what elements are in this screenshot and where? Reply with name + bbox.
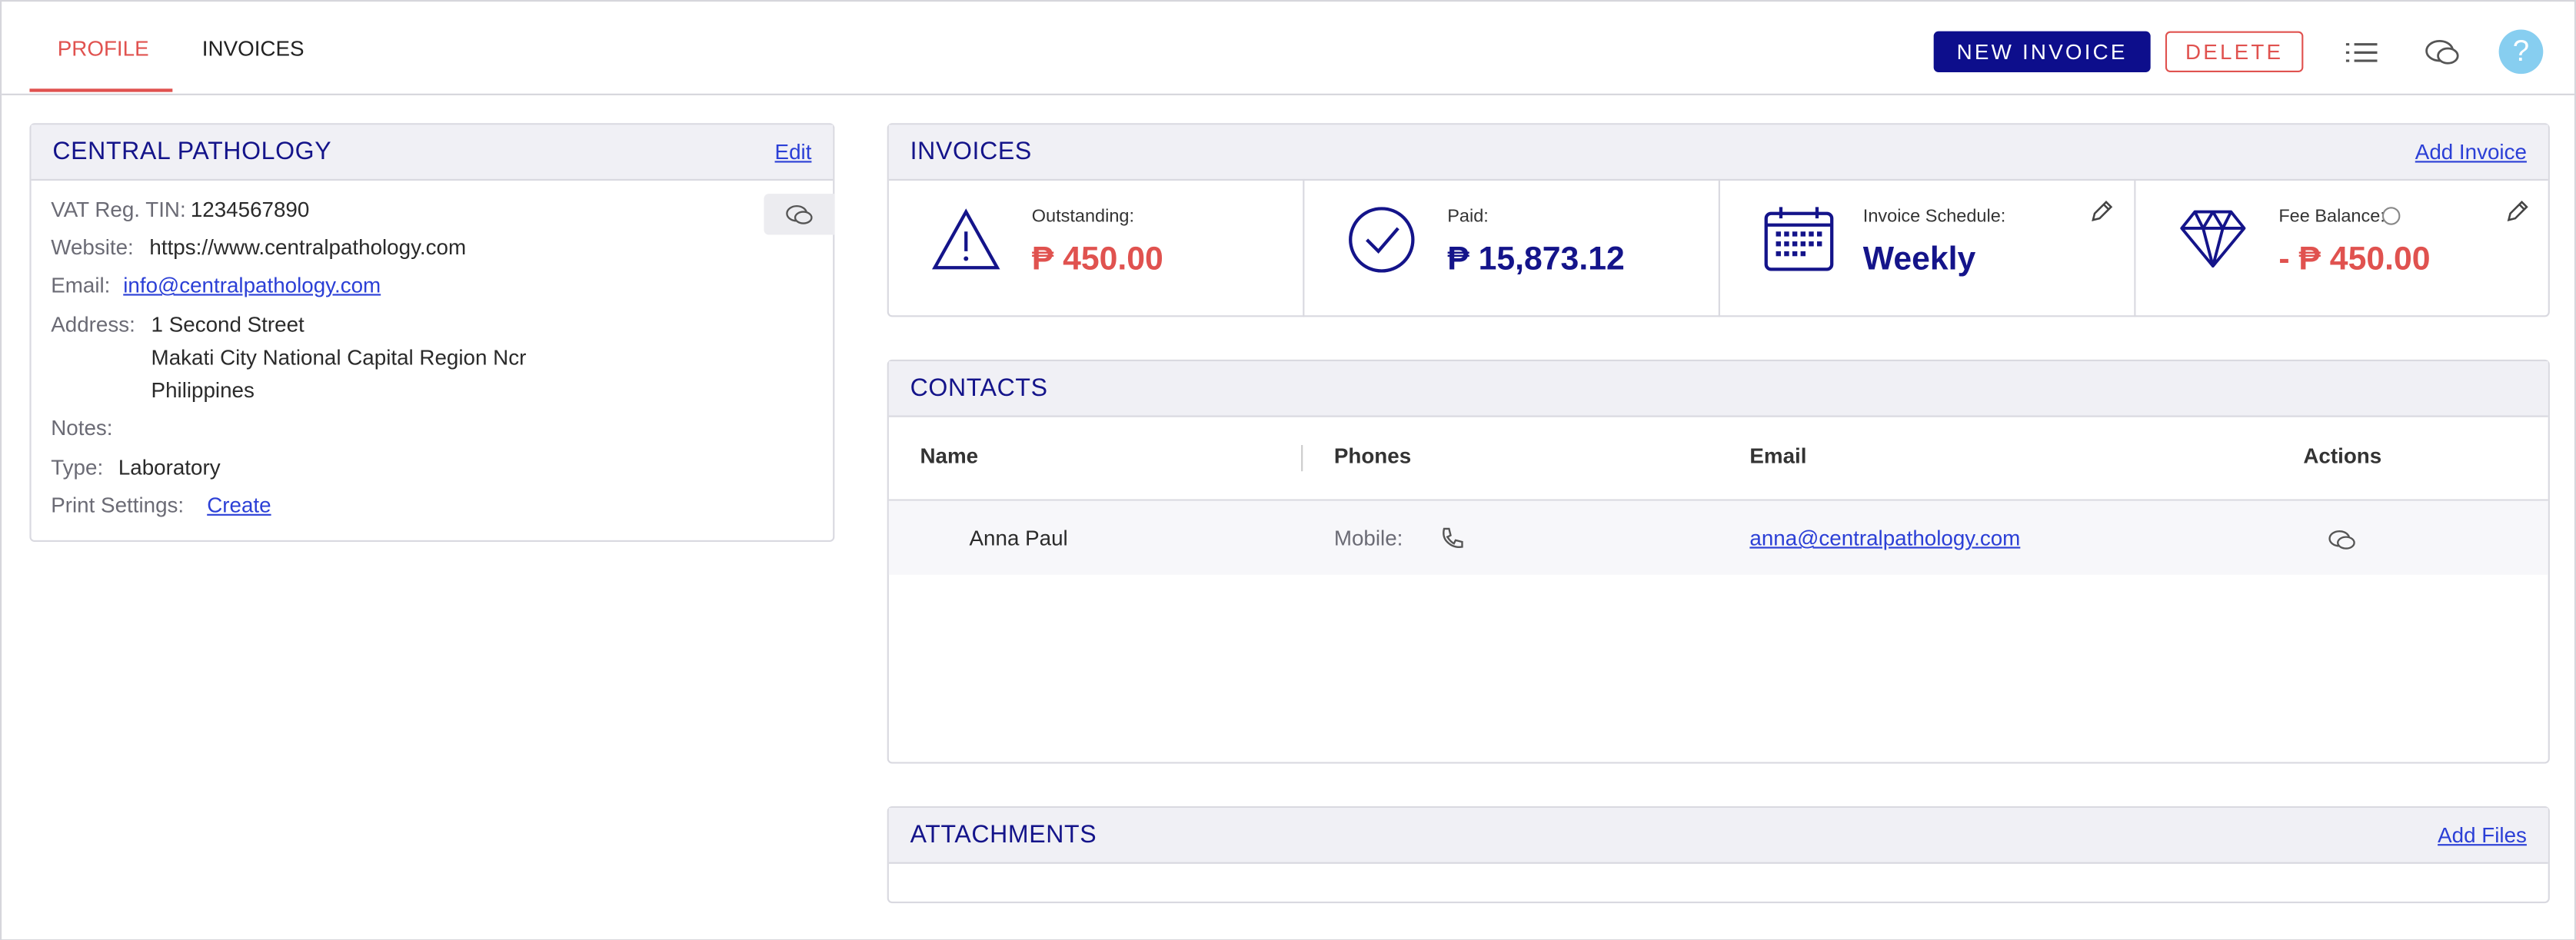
tab-divider [2, 93, 2574, 95]
card-header: INVOICES Add Invoice [888, 125, 2548, 181]
edit-link[interactable]: Edit [774, 139, 812, 164]
column-divider [1301, 444, 1303, 472]
edit-icon[interactable] [2088, 199, 2114, 225]
phone-label: Mobile: [1333, 525, 1403, 550]
row-divider [888, 499, 2548, 501]
chat-icon[interactable] [2425, 38, 2461, 67]
card-title: INVOICES [910, 138, 1032, 166]
stat-icon [1764, 207, 1834, 271]
address-line: 1 Second Street [151, 311, 305, 337]
stat-label: Outstanding: [1031, 207, 1134, 227]
column-header: Email [1749, 443, 1807, 468]
attachments-card: ATTACHMENTS Add Files [887, 806, 2550, 904]
stat-value: Weekly [1862, 241, 1976, 278]
stat-value: ₱ 450.00 [1031, 241, 1163, 278]
delete-button[interactable]: DELETE [2165, 31, 2304, 73]
card-header: CENTRAL PATHOLOGY Edit [31, 125, 834, 181]
info-icon [2381, 207, 2401, 225]
contacts-card: CONTACTS Name Phones Email Actions Anna Paul… [887, 359, 2550, 764]
card-header: CONTACTS [888, 361, 2548, 417]
field-value: Laboratory [118, 454, 221, 480]
field-label: Email: [51, 272, 111, 297]
help-button[interactable]: ? [2498, 29, 2544, 75]
contact-row: Anna Paul Mobile: anna@centralpathology.co… [888, 500, 2548, 575]
field-label: Website: [51, 234, 134, 260]
contact-email[interactable]: anna@centralpathology.com [1749, 525, 2021, 550]
field-value: https://www.centralpathology.com [149, 234, 467, 260]
create-link[interactable]: Create [207, 492, 271, 517]
stat-cell: Paid: ₱ 15,873.12 [1304, 178, 1720, 317]
comment-icon[interactable] [2328, 529, 2357, 552]
stat-icon [1349, 207, 1415, 273]
phone-icon[interactable] [1439, 526, 1466, 552]
profile-card: CENTRAL PATHOLOGY Edit VAT Reg. TIN: 123… [29, 123, 835, 543]
new-invoice-button[interactable]: NEW INVOICE [1933, 31, 2151, 73]
field-label: VAT Reg. TIN: [51, 197, 186, 222]
email-link[interactable]: info@centralpathology.com [123, 272, 381, 297]
stat-label: Fee Balance: [2278, 207, 2385, 227]
card-title: ATTACHMENTS [910, 821, 1097, 849]
stat-cell: Outstanding: ₱ 450.00 [889, 178, 1305, 317]
tab-profile[interactable]: PROFILE [57, 36, 149, 61]
column-header: Name [920, 443, 979, 468]
field-label: Notes: [51, 415, 113, 440]
tab-underline [29, 88, 173, 92]
stat-value: - ₱ 450.00 [2278, 241, 2431, 278]
add-invoice-link[interactable]: Add Invoice [2415, 139, 2527, 164]
invoices-card: INVOICES Add Invoice Outstanding: ₱ 450.0… [887, 123, 2550, 317]
field-label: Print Settings: [51, 492, 185, 517]
stat-label: Paid: [1447, 207, 1489, 227]
card-title: CONTACTS [910, 374, 1048, 403]
stat-value: ₱ 15,873.12 [1447, 241, 1625, 278]
field-label: Type: [51, 454, 104, 480]
address-line: Makati City National Capital Region Ncr [151, 344, 527, 370]
address-line: Philippines [151, 377, 255, 403]
add-files-link[interactable]: Add Files [2438, 822, 2527, 848]
stat-cell: Invoice Schedule: Weekly [1720, 178, 2136, 317]
field-label: Address: [51, 311, 135, 337]
column-header: Phones [1333, 443, 1412, 468]
list-icon[interactable] [2345, 38, 2381, 67]
tab-invoices[interactable]: INVOICES [201, 36, 305, 61]
stat-icon [2180, 210, 2246, 268]
contact-name: Anna Paul [969, 525, 1068, 550]
stat-icon [932, 208, 1000, 270]
card-title: CENTRAL PATHOLOGY [52, 138, 332, 166]
field-value: 1234567890 [190, 197, 310, 222]
edit-icon[interactable] [2504, 199, 2530, 225]
card-header: ATTACHMENTS Add Files [888, 808, 2548, 864]
comment-button[interactable] [764, 194, 835, 235]
stat-cell: Fee Balance: - ₱ 450.00 [2135, 179, 2551, 317]
stat-label: Invoice Schedule: [1862, 207, 2006, 227]
column-header: Actions [2303, 443, 2382, 468]
